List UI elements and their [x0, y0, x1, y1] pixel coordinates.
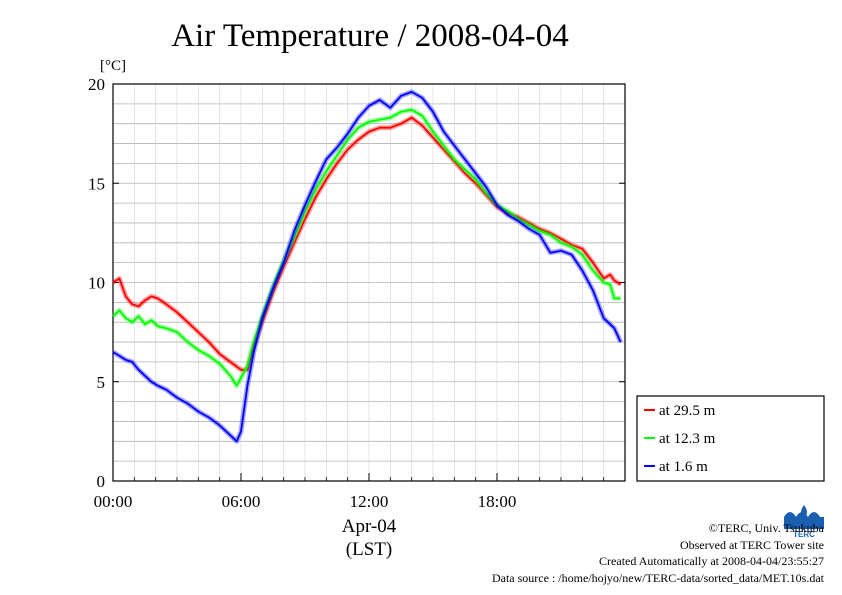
y-tick-label: 15 [88, 174, 105, 193]
credit-source: Data source : /home/hojyo/new/TERC-data/… [491, 570, 824, 585]
y-axis-unit-label: [°C] [100, 58, 126, 74]
credit-copyright: ©TERC, Univ. Tsukuba [708, 521, 824, 535]
series-line-0 [112, 116, 622, 371]
y-tick-label: 20 [88, 75, 105, 94]
logo-text: TERC [793, 530, 815, 539]
x-tick-label: 06:00 [222, 492, 261, 511]
legend-label-2: at 1.6 m [659, 459, 708, 475]
chart-title: Air Temperature / 2008-04-04 [171, 18, 569, 54]
x-axis-date-label: Apr-04 [342, 516, 397, 537]
x-tick-label: 18:00 [478, 492, 517, 511]
legend-label-1: at 12.3 m [659, 431, 716, 447]
series-layer [111, 89, 623, 444]
x-axis-ticks: 00:00 06:00 12:00 18:00 [94, 473, 605, 511]
y-tick-label: 5 [97, 373, 106, 392]
series-line-1 [112, 108, 621, 387]
y-axis-ticks: 0 5 10 15 20 [88, 75, 625, 491]
credit-site: Observed at TERC Tower site [679, 537, 824, 552]
y-tick-label: 10 [88, 274, 105, 293]
x-axis-timezone-label: (LST) [346, 539, 392, 560]
x-tick-label: 00:00 [94, 492, 133, 511]
credit-created: Created Automatically at 2008-04-04/23:5… [599, 554, 824, 568]
series-halo-2 [111, 89, 623, 444]
credits-block: ©TERC, Univ. Tsukuba Observed at TERC To… [492, 520, 824, 586]
plot-grid [113, 84, 625, 481]
x-tick-label: 12:00 [350, 492, 389, 511]
terc-logo-icon: TERC [782, 503, 826, 539]
legend: at 29.5 m at 12.3 m at 1.6 m [636, 395, 825, 482]
legend-box [636, 395, 825, 482]
legend-label-0: at 29.5 m [659, 403, 716, 419]
y-tick-label: 0 [97, 472, 106, 491]
series-line-2 [112, 91, 622, 443]
